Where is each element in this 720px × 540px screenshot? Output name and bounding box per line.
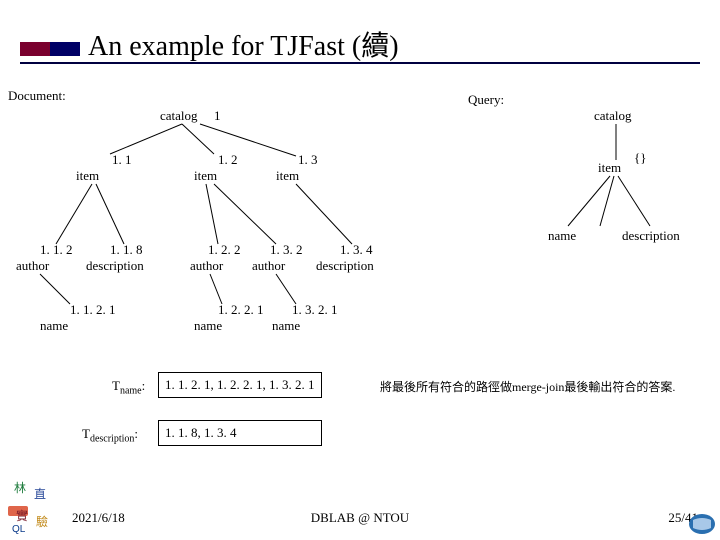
doc-node-id: 1. 1. 2. 1 <box>70 302 116 318</box>
svg-text:直: 直 <box>34 487 46 501</box>
doc-node-id: 1. 1. 8 <box>110 242 143 258</box>
doc-node-id: 1. 3. 4 <box>340 242 373 258</box>
doc-node-label: description <box>86 258 144 274</box>
doc-node-id: 1. 3. 2. 1 <box>292 302 338 318</box>
query-root: catalog <box>594 108 632 124</box>
page-title: An example for TJFast (續) <box>88 24 399 64</box>
doc-node-id: 1. 2 <box>218 152 238 168</box>
doc-node-label: item <box>276 168 299 184</box>
t-description-label: Tdescription: <box>82 426 138 445</box>
doc-node-id: 1. 2. 2 <box>208 242 241 258</box>
doc-node-label: name <box>40 318 68 334</box>
doc-node-id: 1. 1 <box>112 152 132 168</box>
doc-node-label: item <box>76 168 99 184</box>
doc-root-label: catalog <box>160 108 198 124</box>
query-item: item <box>598 160 621 176</box>
doc-node-id: 1. 3 <box>298 152 318 168</box>
doc-node-label: author <box>16 258 49 274</box>
doc-node-label: item <box>194 168 217 184</box>
query-leaf-description: description <box>622 228 680 244</box>
doc-node-label: name <box>272 318 300 334</box>
t-name-box: 1. 1. 2. 1, 1. 2. 2. 1, 1. 3. 2. 1 <box>158 372 322 398</box>
query-section-label: Query: <box>468 92 504 108</box>
doc-node-label: author <box>252 258 285 274</box>
query-item-annotation: {} <box>634 150 646 166</box>
merge-join-note: 將最後所有符合的路徑做merge-join最後輸出符合的答案. <box>380 378 675 395</box>
svg-text:驗: 驗 <box>36 515 48 529</box>
query-leaf-name: name <box>548 228 576 244</box>
doc-node-label: author <box>190 258 223 274</box>
page-flip-icon <box>688 512 716 536</box>
logo-decoration: 林 直 實 驗 QL <box>6 476 64 534</box>
t-description-box: 1. 1. 8, 1. 3. 4 <box>158 420 322 446</box>
doc-node-id: 1. 3. 2 <box>270 242 303 258</box>
svg-text:林: 林 <box>14 481 26 495</box>
svg-text:實: 實 <box>16 508 28 523</box>
footer-center: DBLAB @ NTOU <box>0 510 720 526</box>
doc-node-id: 1. 2. 2. 1 <box>218 302 264 318</box>
title-color-block <box>20 42 80 56</box>
doc-node-id: 1. 1. 2 <box>40 242 73 258</box>
doc-root-id: 1 <box>214 108 221 124</box>
doc-node-label: description <box>316 258 374 274</box>
svg-text:QL: QL <box>12 524 26 534</box>
doc-node-label: name <box>194 318 222 334</box>
t-name-label: Tname: <box>112 378 145 397</box>
document-section-label: Document: <box>8 88 66 104</box>
